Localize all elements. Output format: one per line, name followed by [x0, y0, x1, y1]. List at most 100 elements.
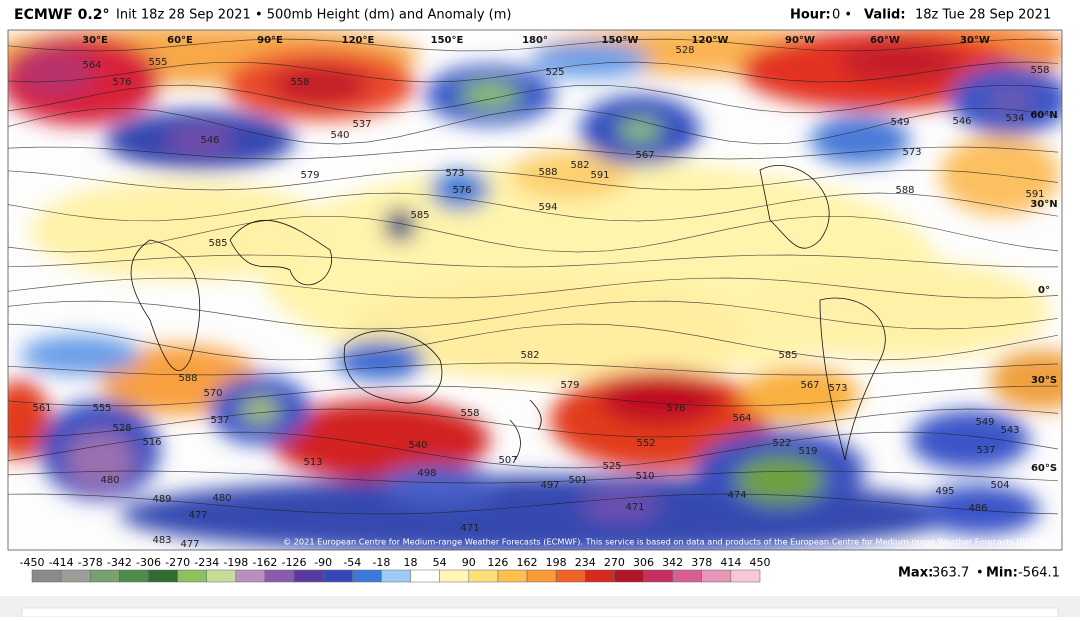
anomaly-blob	[350, 280, 750, 380]
contour-label: 480	[100, 475, 119, 486]
contour-label: 525	[602, 461, 621, 472]
contour-label: 528	[112, 423, 131, 434]
anomaly-blob	[580, 487, 660, 523]
contour-label: 549	[890, 117, 909, 128]
longitude-label: 60°E	[167, 35, 193, 46]
contour-label: 594	[538, 202, 557, 213]
colorbar-segment	[614, 569, 644, 583]
contour-label: 489	[152, 494, 171, 505]
contour-label: 549	[975, 417, 994, 428]
contour-line	[8, 84, 1059, 114]
contour-label: 477	[180, 539, 199, 550]
latitude-label: 30°S	[1031, 375, 1057, 386]
anomaly-blob	[985, 86, 1035, 114]
longitude-label: 90°W	[785, 35, 815, 46]
anomaly-blob	[65, 430, 135, 490]
contour-line	[8, 38, 1059, 52]
contour-label: 585	[208, 238, 227, 249]
anomaly-blob	[20, 335, 140, 375]
logo: WeatherBELL	[14, 539, 74, 549]
colorbar-segment	[730, 569, 761, 583]
contour-label: 504	[990, 480, 1009, 491]
contour-label: 471	[460, 523, 479, 534]
colorbar-tick-label: 234	[575, 556, 596, 569]
anomaly-blob	[750, 260, 1050, 360]
contour-label: 537	[976, 445, 995, 456]
longitude-label: 90°E	[257, 35, 283, 46]
colorbar-segment	[643, 569, 673, 583]
anomaly-blob	[735, 455, 825, 505]
contour-label: 519	[798, 446, 817, 457]
anomaly-blob	[8, 380, 50, 460]
colorbar-tick-label: 306	[633, 556, 654, 569]
contour-line	[8, 493, 1059, 515]
colorbar-segment	[410, 569, 440, 583]
colorbar-segment	[672, 569, 703, 583]
colorbar-tick-label: -450	[20, 556, 45, 569]
latitude-label: 60°S	[1031, 463, 1057, 474]
contour-label: 510	[635, 471, 654, 482]
contour-line	[8, 431, 1059, 469]
anomaly-field	[8, 30, 1062, 550]
contour-line	[8, 385, 1059, 407]
longitude-label: 180°	[522, 35, 548, 46]
contour-line	[8, 277, 1059, 299]
contour-label: 591	[1025, 189, 1044, 200]
height-contours	[8, 38, 1059, 515]
contour-label: 498	[417, 468, 436, 479]
anomaly-blob	[600, 375, 720, 425]
colorbar-tick-label: 270	[604, 556, 625, 569]
longitude-label: 60°W	[870, 35, 900, 46]
contour-label: 540	[408, 440, 427, 451]
max-value: 363.7	[932, 566, 969, 581]
colorbar-segment	[148, 569, 178, 583]
contour-label: 513	[303, 457, 322, 468]
hour-label: Hour:	[790, 8, 831, 23]
contour-label: 537	[352, 119, 371, 130]
contour-label: 480	[212, 493, 231, 504]
colorbar-segment	[555, 569, 586, 583]
colorbar-tick-label: 342	[662, 556, 683, 569]
colorbar-segment	[526, 569, 557, 583]
anomaly-blob	[990, 350, 1062, 410]
colorbar-tick-label: -162	[252, 556, 277, 569]
colorbar-tick-label: 126	[487, 556, 508, 569]
contour-label: 543	[1000, 425, 1019, 436]
separator: •	[976, 566, 984, 581]
anomaly-blob	[510, 150, 630, 200]
colorbar-segment	[352, 569, 382, 583]
min-value: -564.1	[1018, 566, 1060, 581]
colorbar-segment	[497, 569, 528, 583]
anomaly-blob	[380, 465, 500, 505]
contour-line	[8, 169, 1059, 191]
anomaly-blob	[240, 396, 280, 424]
colorbar-segment	[89, 569, 120, 583]
contour-line	[8, 254, 1058, 268]
map-frame	[7, 29, 1063, 551]
longitude-label: 30°E	[82, 35, 108, 46]
contour-label: 588	[538, 167, 557, 178]
contour-label: 564	[82, 60, 101, 71]
longitude-label: 120°E	[342, 35, 375, 46]
colorbar-segment	[264, 569, 295, 583]
contour-label: 528	[675, 45, 694, 56]
colorbar-segment	[235, 569, 266, 583]
contour-label: 546	[952, 116, 971, 127]
anomaly-blob	[910, 410, 1030, 470]
colorbar-tick-label: -126	[282, 556, 307, 569]
colorbar-segment	[439, 569, 470, 583]
contour-label: 576	[452, 185, 471, 196]
colorbar-tick-label: -54	[343, 556, 361, 569]
copyright: © 2021 European Centre for Medium-range …	[283, 537, 1056, 547]
colorbar-tick-label: -414	[49, 556, 74, 569]
coastlines	[130, 165, 886, 461]
anomaly-blob	[384, 209, 416, 241]
contour-label: 582	[520, 350, 539, 361]
contour-line	[8, 362, 1059, 376]
map-description: Init 18z 28 Sep 2021 • 500mb Height (dm)…	[116, 8, 511, 23]
contour-label: 570	[203, 388, 222, 399]
colorbar-tick-label: 162	[517, 556, 538, 569]
colorbar-segment	[381, 569, 411, 583]
contour-label: 579	[300, 170, 319, 181]
